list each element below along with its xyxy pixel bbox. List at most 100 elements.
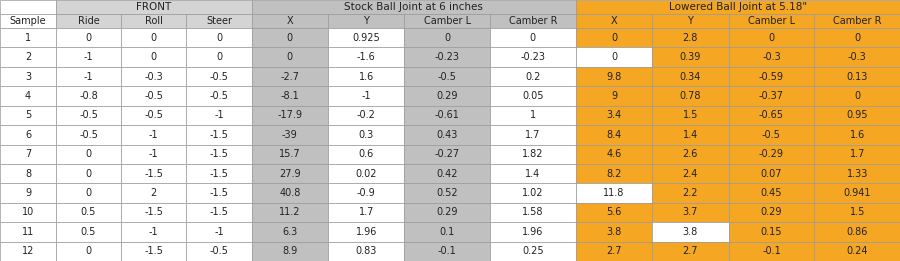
Text: 0: 0 bbox=[150, 33, 157, 43]
Text: -0.5: -0.5 bbox=[437, 72, 456, 81]
Text: 8.9: 8.9 bbox=[282, 246, 297, 256]
Bar bbox=[56, 14, 122, 28]
Bar bbox=[0, 106, 56, 125]
Text: 0.5: 0.5 bbox=[81, 227, 96, 237]
Bar bbox=[576, 145, 652, 164]
Text: -0.5: -0.5 bbox=[210, 246, 229, 256]
Bar bbox=[122, 28, 186, 48]
Text: Camber L: Camber L bbox=[424, 16, 471, 26]
Text: 8: 8 bbox=[25, 169, 31, 179]
Text: 40.8: 40.8 bbox=[279, 188, 301, 198]
Bar bbox=[491, 164, 576, 183]
Text: -0.5: -0.5 bbox=[144, 91, 163, 101]
Text: Y: Y bbox=[688, 16, 693, 26]
Text: 2.7: 2.7 bbox=[607, 246, 622, 256]
Bar bbox=[576, 242, 652, 261]
Bar bbox=[252, 14, 328, 28]
Text: 0: 0 bbox=[530, 33, 536, 43]
Bar bbox=[122, 106, 186, 125]
Bar bbox=[814, 183, 900, 203]
Bar bbox=[56, 203, 122, 222]
Text: 2: 2 bbox=[150, 188, 157, 198]
Bar bbox=[328, 222, 404, 242]
Text: 2.4: 2.4 bbox=[683, 169, 698, 179]
Bar bbox=[186, 86, 252, 106]
Bar bbox=[0, 86, 56, 106]
Text: 11.2: 11.2 bbox=[279, 207, 301, 217]
Text: -0.27: -0.27 bbox=[435, 149, 460, 159]
Bar bbox=[576, 48, 652, 67]
Bar bbox=[404, 106, 491, 125]
Bar bbox=[652, 222, 729, 242]
Text: 1: 1 bbox=[530, 110, 536, 120]
Bar bbox=[56, 106, 122, 125]
Bar bbox=[576, 222, 652, 242]
Bar bbox=[404, 183, 491, 203]
Bar bbox=[404, 164, 491, 183]
Bar bbox=[576, 164, 652, 183]
Text: 2.7: 2.7 bbox=[682, 246, 698, 256]
Text: 0: 0 bbox=[854, 91, 860, 101]
Text: -1: -1 bbox=[84, 72, 94, 81]
Bar bbox=[576, 0, 900, 14]
Text: -1: -1 bbox=[84, 52, 94, 62]
Bar bbox=[122, 242, 186, 261]
Text: 1.58: 1.58 bbox=[522, 207, 544, 217]
Bar bbox=[576, 14, 652, 28]
Bar bbox=[576, 67, 652, 86]
Bar bbox=[814, 106, 900, 125]
Text: FRONT: FRONT bbox=[136, 2, 171, 12]
Bar bbox=[328, 164, 404, 183]
Text: 10: 10 bbox=[22, 207, 34, 217]
Text: Stock Ball Joint at 6 inches: Stock Ball Joint at 6 inches bbox=[344, 2, 483, 12]
Text: -1.6: -1.6 bbox=[356, 52, 375, 62]
Bar bbox=[252, 28, 328, 48]
Text: -17.9: -17.9 bbox=[277, 110, 302, 120]
Text: 0.13: 0.13 bbox=[847, 72, 868, 81]
Bar bbox=[186, 125, 252, 145]
Text: 0.02: 0.02 bbox=[356, 169, 377, 179]
Bar bbox=[729, 183, 814, 203]
Text: -0.37: -0.37 bbox=[759, 91, 784, 101]
Bar bbox=[729, 203, 814, 222]
Bar bbox=[186, 164, 252, 183]
Text: -0.3: -0.3 bbox=[144, 72, 163, 81]
Bar bbox=[252, 164, 328, 183]
Bar bbox=[56, 125, 122, 145]
Bar bbox=[122, 183, 186, 203]
Text: 0.52: 0.52 bbox=[436, 188, 458, 198]
Bar bbox=[328, 106, 404, 125]
Text: 0.45: 0.45 bbox=[760, 188, 782, 198]
Text: 2.8: 2.8 bbox=[683, 33, 698, 43]
Bar bbox=[652, 106, 729, 125]
Text: 1.4: 1.4 bbox=[683, 130, 698, 140]
Text: -0.5: -0.5 bbox=[79, 110, 98, 120]
Bar bbox=[729, 125, 814, 145]
Text: 1.7: 1.7 bbox=[358, 207, 374, 217]
Text: 12: 12 bbox=[22, 246, 34, 256]
Bar bbox=[576, 183, 652, 203]
Bar bbox=[186, 106, 252, 125]
Bar bbox=[186, 145, 252, 164]
Bar bbox=[122, 48, 186, 67]
Bar bbox=[404, 203, 491, 222]
Bar bbox=[56, 222, 122, 242]
Bar bbox=[576, 125, 652, 145]
Text: 0.5: 0.5 bbox=[81, 207, 96, 217]
Text: X: X bbox=[611, 16, 617, 26]
Bar bbox=[652, 48, 729, 67]
Bar bbox=[122, 67, 186, 86]
Bar bbox=[328, 86, 404, 106]
Bar bbox=[491, 14, 576, 28]
Bar bbox=[252, 145, 328, 164]
Bar bbox=[814, 67, 900, 86]
Bar bbox=[491, 86, 576, 106]
Text: 7: 7 bbox=[25, 149, 32, 159]
Text: 0.43: 0.43 bbox=[436, 130, 458, 140]
Text: -0.59: -0.59 bbox=[759, 72, 784, 81]
Text: Camber L: Camber L bbox=[748, 16, 795, 26]
Text: 3.8: 3.8 bbox=[607, 227, 622, 237]
Text: 0.95: 0.95 bbox=[846, 110, 868, 120]
Text: 0.86: 0.86 bbox=[847, 227, 868, 237]
Text: 0.07: 0.07 bbox=[760, 169, 782, 179]
